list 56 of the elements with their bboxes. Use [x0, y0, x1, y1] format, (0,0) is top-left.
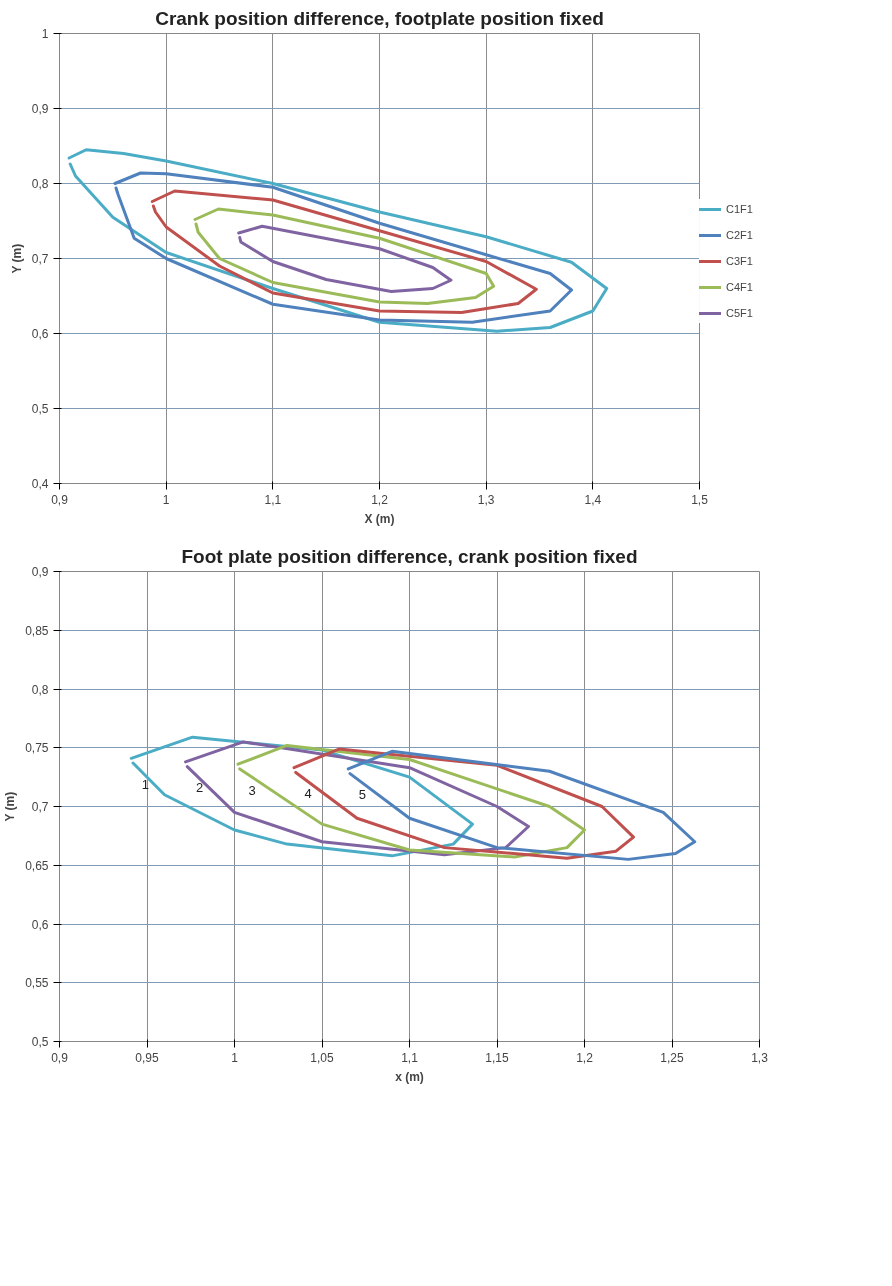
y-tick-label: 0,6: [31, 327, 49, 341]
x-tick-label: 1,2: [371, 492, 389, 507]
x-tick-label: 1,2: [576, 1050, 594, 1065]
annotation: 2: [195, 780, 204, 796]
annotation: 4: [304, 786, 312, 802]
legend-label: C4F1: [726, 281, 753, 293]
line-series: [67, 148, 609, 333]
y-tick-label: 0,9: [31, 102, 49, 116]
line-series: [292, 747, 635, 860]
y-tick-label: 0,75: [25, 741, 49, 756]
x-tick-label: 1,05: [310, 1050, 334, 1065]
y-tick-label: 0,55: [25, 976, 49, 991]
x-tick-label: 1,5: [691, 492, 709, 507]
x-tick-label: 0,95: [135, 1050, 159, 1065]
legend-label: C1F1: [726, 203, 753, 215]
x-tick-label: 1: [162, 492, 170, 507]
x-tick-label: 0,9: [51, 1050, 69, 1065]
x-tick-label: 1,15: [485, 1050, 509, 1065]
line-series: [150, 189, 538, 314]
chart-title: Foot plate position difference, crank position fixed: [181, 545, 638, 567]
x-axis-title: X (m): [364, 511, 395, 526]
y-tick-label: 0,7: [31, 252, 49, 266]
legend-label: C5F1: [726, 307, 753, 319]
y-tick-label: 0,7: [31, 800, 49, 814]
y-tick-label: 0,5: [31, 402, 49, 416]
legend-label: C3F1: [726, 255, 753, 267]
line-series: [237, 224, 453, 293]
x-tick-label: 1,25: [660, 1050, 684, 1065]
y-tick-label: 0,85: [25, 623, 49, 638]
y-tick-label: 0,8: [31, 177, 49, 191]
line-series: [113, 171, 573, 324]
y-tick-label: 0,5: [31, 1035, 49, 1049]
line-series: [193, 207, 496, 305]
y-tick-label: 0,8: [31, 682, 49, 697]
y-tick-label: 0,4: [31, 477, 49, 491]
x-tick-label: 1,3: [477, 492, 495, 507]
legend-label: C2F1: [726, 229, 753, 241]
x-axis-title: x (m): [395, 1069, 424, 1084]
y-tick-label: 0,9: [31, 565, 49, 579]
y-tick-label: 1: [41, 27, 49, 41]
x-tick-label: 1,3: [751, 1050, 769, 1065]
x-tick-label: 1,1: [264, 492, 282, 507]
x-tick-label: 1,4: [584, 492, 602, 507]
y-axis-title: Y (m): [9, 243, 24, 274]
y-tick-label: 0,6: [31, 917, 49, 932]
x-tick-label: 1: [231, 1050, 239, 1065]
y-axis-title: Y (m): [3, 791, 18, 822]
line-series: [346, 749, 697, 861]
annotation: 1: [141, 776, 149, 792]
annotation: 5: [358, 787, 366, 803]
x-tick-label: 1,1: [401, 1050, 419, 1065]
x-tick-label: 0,9: [51, 492, 69, 507]
annotation: 3: [248, 782, 256, 798]
line-series: [236, 743, 586, 859]
chart-title: Crank position difference, footplate position fixed: [155, 7, 604, 29]
y-tick-label: 0,65: [25, 858, 49, 873]
